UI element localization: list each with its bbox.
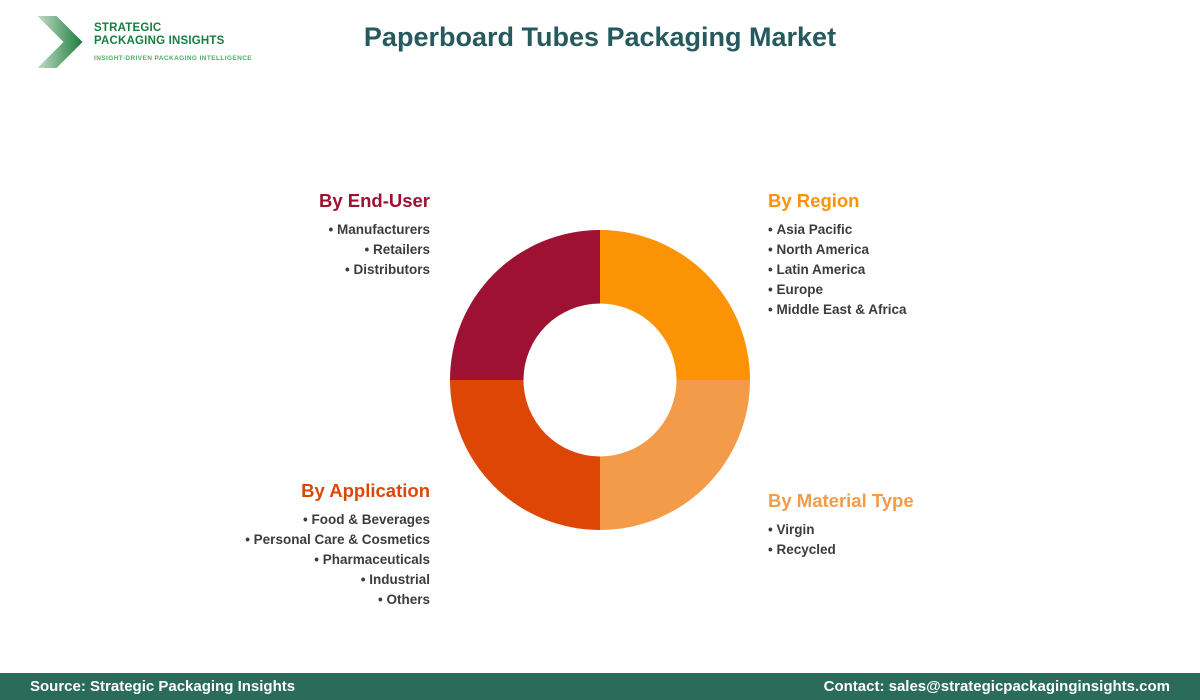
footer-bar: Source: Strategic Packaging Insights Con… <box>0 673 1200 700</box>
bullet-icon: • <box>768 222 773 237</box>
segment-list-end-user: • Manufacturers • Retailers • Distributors <box>319 220 430 280</box>
donut-segment-by-end-user <box>450 230 600 380</box>
list-item: • Recycled <box>768 542 836 557</box>
bullet-icon: • <box>768 542 773 557</box>
company-logo: STRATEGIC PACKAGING INSIGHTS INSIGHT-DRI… <box>35 16 252 68</box>
list-item: • Distributors <box>345 262 430 277</box>
list-item: • North America <box>768 242 870 257</box>
bullet-icon: • <box>314 552 319 567</box>
segment-title-region: By Region <box>768 190 860 211</box>
segment-block-end-user: By End-User • Manufacturers • Retailers • … <box>319 190 430 280</box>
segment-list-application: • Food & Beverages • Personal Care & Cosm… <box>245 510 430 610</box>
bullet-icon: • <box>328 222 334 237</box>
segment-list-material: • Virgin • Recycled <box>768 520 914 560</box>
bullet-icon: • <box>768 282 773 297</box>
list-item: • Europe <box>768 282 823 297</box>
list-item: • Latin America <box>768 262 866 277</box>
chevron-arrow-icon <box>37 16 83 68</box>
segment-title-end-user: By End-User <box>318 190 430 211</box>
segment-list-region: • Asia Pacific • North America • Latin Ame… <box>768 220 907 320</box>
donut-segment-by-material-type <box>600 380 750 530</box>
bullet-icon: • <box>245 532 250 547</box>
segment-block-material: By Material Type • Virgin • Recycled <box>768 490 914 560</box>
logo-tagline: INSIGHT-DRIVEN PACKAGING INTELLIGENCE <box>94 55 253 62</box>
donut-segment-by-region <box>600 230 750 380</box>
bullet-icon: • <box>768 262 773 277</box>
donut-chart <box>450 230 750 530</box>
list-item: • Middle East & Africa <box>768 302 907 317</box>
bullet-icon: • <box>768 522 773 537</box>
footer-contact: Contact: sales@strategicpackaginginsight… <box>823 678 1170 695</box>
segment-block-region: By Region • Asia Pacific • North America •… <box>768 190 907 320</box>
bullet-icon: • <box>302 512 308 527</box>
bullet-icon: • <box>364 242 370 257</box>
list-item: • Retailers <box>364 242 430 257</box>
segment-title-material: By Material Type <box>768 490 914 511</box>
list-item: • Virgin <box>768 522 815 537</box>
list-item: • Manufacturers <box>328 222 430 237</box>
footer-source: Source: Strategic Packaging Insights <box>30 678 296 695</box>
logo-line2: PACKAGING INSIGHTS <box>94 35 225 47</box>
page-title: Paperboard Tubes Packaging Market <box>363 22 837 52</box>
bullet-icon: • <box>360 572 366 587</box>
donut-segment-by-application <box>450 380 600 530</box>
bullet-icon: • <box>768 242 773 257</box>
list-item: • Personal Care & Cosmetics <box>245 532 430 547</box>
segment-title-application: By Application <box>301 480 430 501</box>
logo-text: STRATEGIC PACKAGING INSIGHTS INSIGHT-DRI… <box>94 22 252 62</box>
bullet-icon: • <box>345 262 350 277</box>
bullet-icon: • <box>378 592 383 607</box>
list-item: • Asia Pacific <box>768 222 853 237</box>
list-item: • Pharmaceuticals <box>314 552 430 567</box>
logo-line1: STRATEGIC <box>94 22 162 34</box>
list-item: • Others <box>378 592 430 607</box>
bullet-icon: • <box>768 302 773 317</box>
segment-block-application: By Application • Food & Beverages • Perso… <box>245 480 430 610</box>
list-item: • Food & Beverages <box>302 512 430 527</box>
list-item: • Industrial <box>360 572 430 587</box>
